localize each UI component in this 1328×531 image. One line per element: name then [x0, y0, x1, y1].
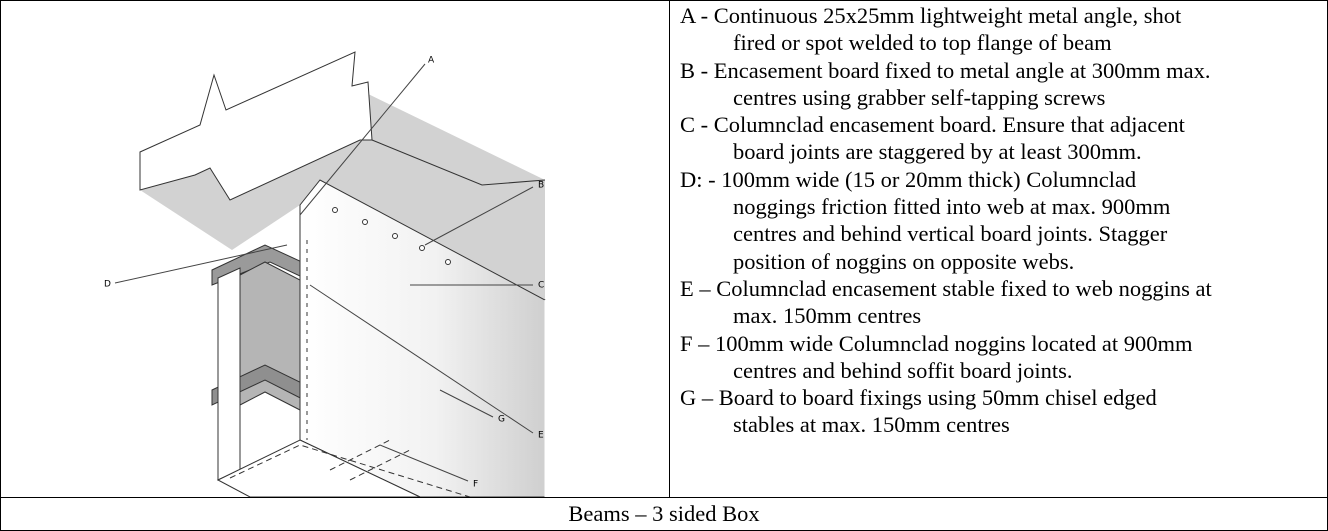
- cell-divider: [669, 0, 670, 497]
- note-line: max. 150mm centres: [733, 303, 922, 329]
- note-line: D: - 100mm wide (15 or 20mm thick) Colum…: [680, 166, 1137, 192]
- note-line: B - Encasement board fixed to metal angl…: [680, 57, 1211, 83]
- soffit-edge: [229, 444, 471, 497]
- drawing-label: F: [473, 480, 478, 490]
- notes: A - Continuous 25x25mm lightweight metal…: [680, 2, 1325, 439]
- drawing-label: G: [498, 415, 505, 425]
- drawing-label: A: [428, 56, 435, 66]
- beam-drawing: A B C D E F G: [104, 51, 546, 497]
- drawing-label: C: [538, 281, 544, 291]
- note-line: A - Continuous 25x25mm lightweight metal…: [680, 3, 1182, 28]
- drawing-label: E: [538, 431, 544, 441]
- row-divider: [0, 497, 1328, 498]
- note-line: G – Board to board fixings using 50mm ch…: [680, 385, 1157, 411]
- note-line: centres using grabber self-tapping screw…: [733, 84, 1106, 110]
- note-line: fired or spot welded to top flange of be…: [733, 30, 1112, 56]
- leaders: [114, 63, 534, 482]
- wall-edge: [371, 139, 546, 186]
- note-line: F – 100mm wide Columnclad noggins locate…: [680, 330, 1193, 356]
- note-line: noggings friction fitted into web at max…: [733, 194, 1171, 220]
- side-board: [217, 267, 241, 481]
- note-line: board joints are staggered by at least 3…: [733, 139, 1142, 165]
- note-line: stables at max. 150mm centres: [733, 412, 1010, 438]
- note-line: E – Columnclad encasement stable fixed t…: [680, 275, 1212, 301]
- soffit-board: [216, 439, 421, 497]
- drawing-label: B: [538, 181, 544, 191]
- screws: [332, 207, 451, 265]
- caption: Beams – 3 sided Box: [568, 501, 760, 526]
- nogging-line: [349, 449, 411, 481]
- wall: [139, 51, 373, 201]
- note-line: centres and behind soffit board joints.: [733, 357, 1073, 383]
- drawing-label: D: [104, 280, 111, 290]
- note-line: position of noggins on opposite webs.: [733, 248, 1075, 274]
- note-line: C - Columnclad encasement board. Ensure …: [680, 112, 1185, 138]
- note-line: centres and behind vertical board joints…: [733, 221, 1168, 247]
